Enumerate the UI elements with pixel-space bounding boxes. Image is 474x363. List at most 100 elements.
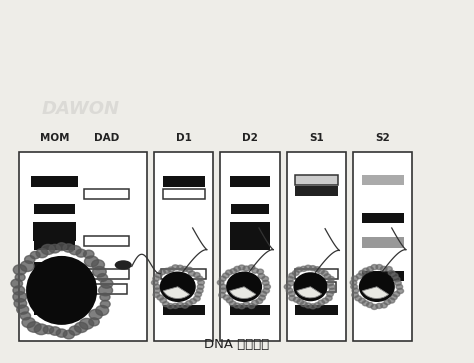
Circle shape bbox=[238, 304, 245, 309]
Circle shape bbox=[177, 265, 183, 270]
Circle shape bbox=[159, 270, 165, 275]
Bar bbox=[353, 152, 412, 341]
Circle shape bbox=[324, 274, 331, 279]
Circle shape bbox=[49, 327, 61, 335]
Bar bbox=[84, 269, 129, 279]
Circle shape bbox=[314, 303, 321, 308]
Circle shape bbox=[243, 266, 250, 271]
Circle shape bbox=[63, 330, 74, 339]
Circle shape bbox=[243, 302, 250, 307]
Circle shape bbox=[321, 271, 328, 276]
Circle shape bbox=[376, 303, 383, 309]
Ellipse shape bbox=[226, 272, 262, 302]
Circle shape bbox=[96, 306, 109, 315]
Text: S2: S2 bbox=[375, 133, 391, 143]
Bar bbox=[298, 282, 336, 292]
Text: DNA 指纹图谱: DNA 指纹图谱 bbox=[204, 338, 270, 351]
Circle shape bbox=[36, 249, 48, 258]
Circle shape bbox=[393, 277, 400, 282]
Circle shape bbox=[22, 318, 35, 327]
Bar bbox=[33, 222, 76, 232]
Circle shape bbox=[168, 267, 174, 272]
Circle shape bbox=[195, 292, 201, 297]
Circle shape bbox=[296, 267, 302, 272]
Circle shape bbox=[181, 266, 188, 272]
Circle shape bbox=[392, 273, 398, 278]
Bar bbox=[295, 305, 338, 315]
Bar bbox=[33, 231, 76, 241]
Circle shape bbox=[198, 280, 204, 285]
Wedge shape bbox=[363, 287, 389, 298]
Bar bbox=[295, 186, 338, 196]
Bar bbox=[34, 240, 75, 250]
Circle shape bbox=[359, 270, 365, 276]
Circle shape bbox=[301, 266, 307, 272]
Circle shape bbox=[186, 267, 192, 272]
Circle shape bbox=[34, 324, 48, 335]
Circle shape bbox=[288, 281, 294, 286]
Circle shape bbox=[286, 288, 293, 293]
Circle shape bbox=[248, 303, 255, 309]
Circle shape bbox=[258, 274, 265, 279]
Circle shape bbox=[163, 302, 169, 307]
Circle shape bbox=[219, 284, 226, 289]
Circle shape bbox=[293, 297, 300, 302]
Circle shape bbox=[89, 318, 99, 326]
Circle shape bbox=[172, 265, 179, 270]
Bar bbox=[362, 271, 404, 281]
Circle shape bbox=[351, 284, 357, 289]
Bar bbox=[230, 231, 270, 241]
Bar bbox=[31, 176, 78, 187]
Circle shape bbox=[219, 293, 225, 298]
Circle shape bbox=[15, 273, 25, 281]
Circle shape bbox=[305, 265, 311, 270]
Bar bbox=[154, 152, 213, 341]
Circle shape bbox=[49, 244, 60, 253]
Bar bbox=[161, 269, 207, 279]
Circle shape bbox=[100, 279, 113, 288]
Circle shape bbox=[396, 284, 402, 289]
Circle shape bbox=[326, 295, 332, 301]
Bar bbox=[295, 269, 338, 279]
Circle shape bbox=[197, 284, 204, 289]
Bar bbox=[19, 152, 147, 341]
Circle shape bbox=[89, 309, 102, 319]
Circle shape bbox=[43, 326, 54, 334]
Circle shape bbox=[310, 304, 316, 309]
Circle shape bbox=[30, 251, 40, 259]
Circle shape bbox=[20, 261, 34, 272]
Circle shape bbox=[384, 299, 391, 305]
Circle shape bbox=[388, 270, 395, 276]
Circle shape bbox=[155, 273, 162, 278]
Bar bbox=[84, 189, 129, 199]
Ellipse shape bbox=[115, 260, 132, 270]
Wedge shape bbox=[164, 287, 190, 298]
Circle shape bbox=[371, 305, 378, 310]
Bar bbox=[362, 175, 404, 185]
Bar bbox=[230, 222, 270, 232]
Circle shape bbox=[222, 273, 229, 278]
Ellipse shape bbox=[160, 272, 196, 302]
Circle shape bbox=[167, 303, 173, 309]
Circle shape bbox=[318, 300, 325, 305]
Bar bbox=[86, 284, 127, 294]
Ellipse shape bbox=[293, 272, 328, 301]
Circle shape bbox=[328, 284, 335, 289]
Circle shape bbox=[327, 281, 333, 286]
Wedge shape bbox=[230, 287, 256, 298]
Circle shape bbox=[80, 318, 94, 329]
Circle shape bbox=[230, 269, 237, 274]
Bar bbox=[220, 152, 280, 341]
Circle shape bbox=[381, 303, 387, 308]
Wedge shape bbox=[297, 287, 321, 298]
Circle shape bbox=[182, 303, 188, 308]
Bar bbox=[287, 152, 346, 341]
Circle shape bbox=[190, 299, 196, 304]
Circle shape bbox=[226, 270, 232, 275]
Circle shape bbox=[359, 298, 365, 303]
Circle shape bbox=[97, 274, 108, 281]
Circle shape bbox=[160, 298, 166, 303]
Circle shape bbox=[153, 276, 159, 281]
Circle shape bbox=[234, 303, 240, 308]
Circle shape bbox=[362, 301, 369, 306]
